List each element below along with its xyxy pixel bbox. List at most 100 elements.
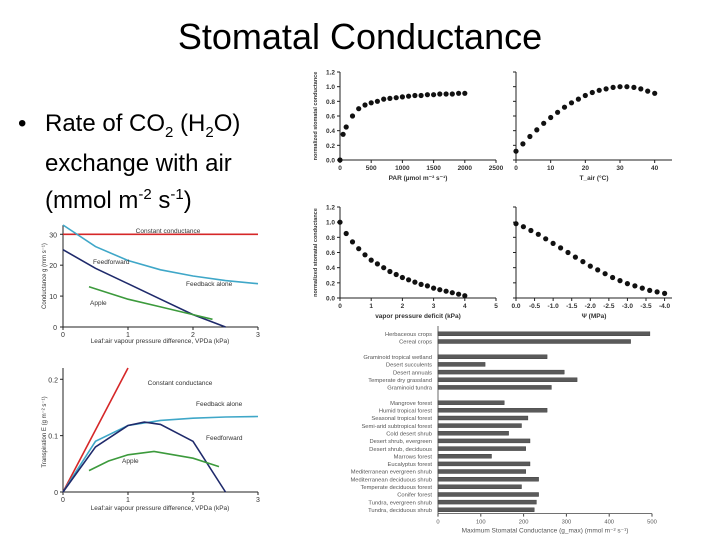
vpd-data-point xyxy=(443,288,449,294)
bar xyxy=(437,499,537,505)
bar xyxy=(437,454,492,459)
bar xyxy=(437,423,522,428)
psi-xtick-label: 0.0 xyxy=(511,303,520,310)
left-bottom-ytick-label: 0.1 xyxy=(48,434,58,441)
temp-data-point xyxy=(603,86,609,92)
vpd-data-point xyxy=(381,265,387,271)
bar xyxy=(437,377,578,382)
bar-category-label: Mediterranean evergreen shrub xyxy=(351,470,432,476)
left-top-label-apple: Apple xyxy=(90,300,107,307)
bar-category-label: Graminoid tundra xyxy=(387,386,433,392)
left-bottom-ylabel: Transpiration E (g m⁻² s⁻¹) xyxy=(42,396,48,467)
par-data-point xyxy=(343,124,349,130)
bar xyxy=(437,331,651,336)
psi-data-point xyxy=(610,274,616,281)
psi-data-point xyxy=(639,285,645,291)
vpd-data-point xyxy=(349,239,356,245)
bar xyxy=(437,431,509,436)
left-top-panel xyxy=(38,214,270,344)
left-bottom-xtick-label: 2 xyxy=(191,497,195,504)
par-xtick-label: 2000 xyxy=(458,165,473,172)
vpd-data-point xyxy=(424,283,430,289)
par-xtick-label: 0 xyxy=(338,165,342,172)
psi-data-point xyxy=(513,221,519,227)
psi-data-point xyxy=(602,271,608,277)
vpd-ylabel: normalized stomatal conductance xyxy=(313,208,319,297)
bar-chart-xtick-label: 300 xyxy=(562,520,572,526)
vpd-ytick-label: 0.2 xyxy=(326,280,335,287)
left-top-series-line xyxy=(62,224,259,285)
left-top-xtick-label: 0 xyxy=(61,332,65,339)
bar-chart-xlabel: Maximum Stomatal Conductance (g_max) (mm… xyxy=(462,528,629,535)
left-top-label-feedback: Feedback alone xyxy=(186,281,233,288)
par-data-point xyxy=(406,93,412,99)
par-ytick-label: 1.2 xyxy=(326,70,335,77)
temp-data-point xyxy=(596,87,602,93)
par-data-point xyxy=(349,113,356,119)
par-data-point xyxy=(412,92,418,99)
psi-xtick-label: -3.5 xyxy=(640,303,652,310)
psi-xtick-label: -4.0 xyxy=(659,303,671,310)
temp-data-point xyxy=(652,90,658,96)
psi-data-point xyxy=(550,240,556,246)
vpd-data-point xyxy=(431,285,437,291)
temp-xlabel: T_air (°C) xyxy=(580,174,609,182)
temp-data-point xyxy=(527,133,533,140)
psi-xtick-label: -0.5 xyxy=(529,303,541,310)
par-data-point xyxy=(387,95,393,101)
psi-data-point xyxy=(595,267,601,273)
par-data-point xyxy=(393,95,399,101)
bar xyxy=(437,415,529,421)
bar-category-label: Marrows forest xyxy=(394,454,433,460)
bar xyxy=(437,400,505,405)
vpd-ytick-label: 1.2 xyxy=(326,205,335,212)
temp-data-point xyxy=(568,100,575,106)
temp-xtick-label: 40 xyxy=(651,165,659,172)
psi-data-point xyxy=(617,278,623,284)
temp-data-point xyxy=(513,148,519,154)
bar-chart-xtick-label: 500 xyxy=(647,520,657,526)
left-top-xtick-label: 1 xyxy=(126,332,130,339)
temp-data-point xyxy=(541,120,547,126)
par-xtick-label: 500 xyxy=(366,165,377,172)
vpd-data-point xyxy=(462,293,468,299)
bar-category-label: Tundra, evergreen shrub xyxy=(368,500,432,506)
par-data-point xyxy=(374,98,380,104)
psi-data-point xyxy=(647,287,653,293)
psi-data-point xyxy=(565,249,571,256)
par-xtick-label: 2500 xyxy=(489,165,504,172)
vpd-data-point xyxy=(362,252,368,258)
bar-category-label: Tundra, deciduous shrub xyxy=(368,508,432,514)
vpd-ytick-label: 0.4 xyxy=(326,265,335,272)
bullet-line-3: (mmol m-2 s-1) xyxy=(45,185,192,214)
par-data-point xyxy=(424,92,430,98)
vpd-ytick-label: 1.0 xyxy=(326,220,335,227)
left-bottom-label-feedforward: Feedforward xyxy=(206,435,243,442)
par-data-point xyxy=(356,106,362,112)
vpd-ytick-label: 0.6 xyxy=(326,250,335,257)
vpd-data-point xyxy=(387,268,393,275)
bar xyxy=(437,492,539,497)
bullet-text: • Rate of CO2 (H2O) exchange with air (m… xyxy=(18,108,308,216)
left-top-ytick-label: 30 xyxy=(49,232,57,239)
temp-xtick-label: 20 xyxy=(582,165,590,172)
par-data-point xyxy=(437,91,443,97)
vpd-data-point xyxy=(456,291,462,297)
psi-data-point xyxy=(558,245,564,251)
par-xtick-label: 1000 xyxy=(395,165,410,172)
left-bottom-label-feedback: Feedback alone xyxy=(196,401,243,408)
par-data-point xyxy=(381,96,387,102)
bullet-line-2: exchange with air xyxy=(45,149,232,177)
bar xyxy=(437,362,486,367)
par-ytick-label: 0.6 xyxy=(326,114,335,121)
psi-xtick-label: -3.0 xyxy=(622,303,634,310)
left-bottom-series-line xyxy=(62,421,227,493)
par-ytick-label: 1.0 xyxy=(326,84,335,91)
vpd-xtick-label: 1 xyxy=(369,303,373,310)
left-bottom-xlabel: Leaf:air vapour pressure difference, VPD… xyxy=(91,505,230,512)
bar-category-label: Desert succulents xyxy=(386,363,432,369)
par-ytick-label: 0.8 xyxy=(326,99,335,106)
temp-xtick-label: 30 xyxy=(616,165,624,172)
bar xyxy=(437,408,548,413)
temp-data-point xyxy=(589,89,595,96)
